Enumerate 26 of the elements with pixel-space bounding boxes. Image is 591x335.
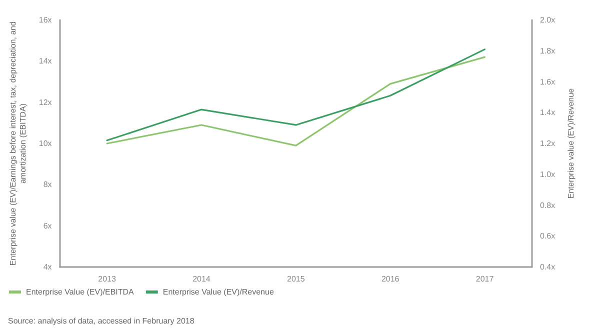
y-axis-title: Enterprise value (EV)/Earnings before interest, tax, depreciation, and amortization (EBITDA) [8,21,28,266]
x-tick-label: 2016 [381,274,400,284]
y2-tick-label: 0.8x [540,200,556,210]
y-tick-label: 16x [38,16,52,24]
x-tick-label: 2014 [192,274,211,284]
legend-label: Enterprise Value (EV)/EBITDA [26,288,135,296]
y2-tick-label: 0.6x [540,232,556,241]
y2-tick-label: 1.6x [540,77,556,86]
y2-tick-label: 1.4x [540,108,556,118]
y-tick-label: 10x [38,139,52,148]
y-tick-label: 8x [43,180,52,190]
legend-label: Enterprise Value (EV)/Revenue [162,288,274,296]
source-note: Source: analysis of data, accessed in February 2018 [8,316,195,326]
x-tick-label: 2017 [476,274,494,284]
y2-tick-label: 2.0x [540,16,556,24]
y2-tick-label: 1.2x [540,139,556,148]
y2-tick-label: 1.8x [540,46,556,56]
y2-axis-title: Enterprise value (EV)/Revenue [566,88,576,199]
y2-tick-label: 0.4x [540,262,556,272]
y2-tick-label: 1.0x [540,170,556,179]
y-tick-label: 6x [43,221,52,230]
x-tick-label: 2013 [98,274,116,284]
y-tick-label: 14x [38,56,52,66]
y-tick-label: 12x [38,98,52,107]
y-tick-label: 4x [43,262,52,272]
x-tick-label: 2015 [287,274,306,284]
